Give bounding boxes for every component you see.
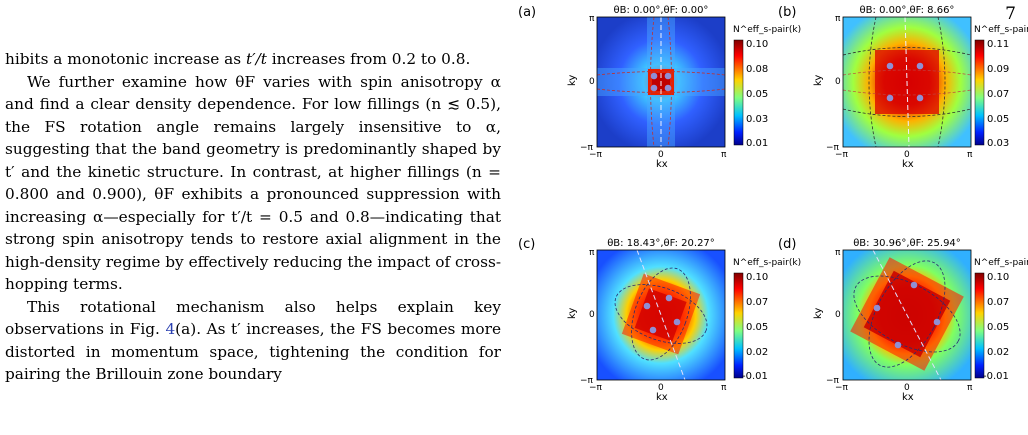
panel-d-ytick-zero: 0	[835, 310, 841, 320]
panel-d-xtick-neg-pi: −π	[835, 383, 849, 393]
panel-a-cbar-tick-2: 0.08	[746, 64, 768, 75]
p1-var: t′/t	[245, 50, 267, 68]
panel-a-cbar-tick-1: 0.10	[746, 39, 768, 50]
panel-c-cbar-tick-5: -0.01	[742, 371, 768, 382]
panel-a-cbar-label: N^eff_s-pair(k)	[733, 25, 801, 35]
panel-c-ytick-pi: π	[589, 248, 595, 258]
panel-c-heatmap	[597, 250, 725, 380]
panel-d-label: (d)	[778, 237, 796, 252]
panel-a-title: θB: 0.00°,θF: 0.00°	[614, 5, 709, 16]
panel-c-cbar-tick-3: 0.05	[746, 322, 768, 333]
panel-d-cbar-tick-5: -0.01	[983, 371, 1009, 382]
panel-d-cbar-tick-3: 0.05	[987, 322, 1009, 333]
panel-d-ytick-neg-pi: −π	[826, 376, 840, 386]
panel-b-heatmap	[843, 17, 971, 147]
panel-b-cbar-tick-1: 0.11	[987, 39, 1009, 50]
panel-d: (d) θB: 30.96°,θF: 25.94° π 0 ky −π −π 0…	[778, 237, 1028, 403]
panel-b-label: (b)	[778, 5, 796, 20]
panel-a-ytick-neg-pi: −π	[580, 143, 594, 153]
panel-a-xtick-zero: 0	[658, 150, 664, 160]
paragraph-2: We further examine how θF varies with sp…	[5, 72, 501, 294]
panel-d-xtick-zero: 0	[904, 383, 910, 393]
panel-c-title: θB: 18.43°,θF: 20.27°	[607, 238, 715, 249]
p1-end: increases from 0.2 to 0.8.	[266, 50, 471, 68]
panel-b-cbar-tick-5: 0.03	[987, 138, 1009, 149]
panel-c-xlabel: kx	[656, 392, 668, 403]
panel-c-ytick-zero: 0	[589, 310, 595, 320]
panel-b-cbar-label: N^eff_s-pair(k)	[974, 25, 1028, 35]
panel-a-ytick-zero: 0	[589, 77, 595, 87]
body-text: hibits a monotonic increase as t′/t incr…	[5, 48, 501, 386]
panel-a: (a) θB: 0.00°,θF: 0.00° π 0 ky −π −π 0 π…	[518, 5, 801, 170]
panel-d-cbar-label: N^eff_s-pair(k)	[974, 258, 1028, 268]
panel-c-cbar-tick-2: 0.07	[746, 297, 768, 308]
panel-c-xtick-zero: 0	[658, 383, 664, 393]
panel-d-cbar-tick-4: 0.02	[987, 347, 1009, 358]
panel-d-ytick-pi: π	[835, 248, 841, 258]
panel-a-xtick-neg-pi: −π	[589, 150, 603, 160]
panel-c-ylabel: ky	[567, 308, 578, 319]
page-number: 7	[1005, 4, 1016, 24]
panel-c-cbar-label: N^eff_s-pair(k)	[733, 258, 801, 268]
panel-b-cbar-tick-2: 0.09	[987, 64, 1009, 75]
panel-b-cbar-tick-4: 0.05	[987, 114, 1009, 125]
panel-a-heatmap	[597, 17, 725, 147]
panel-c: (c) θB: 18.43°,θF: 20.27° π 0 ky −π −π 0…	[518, 237, 801, 403]
panel-d-cbar-tick-1: 0.10	[987, 272, 1009, 283]
panel-b-ytick-neg-pi: −π	[826, 143, 840, 153]
panel-c-xtick-pi: π	[721, 383, 727, 393]
panel-b-title: θB: 0.00°,θF: 8.66°	[860, 5, 955, 16]
panel-b-ytick-zero: 0	[835, 77, 841, 87]
panel-b-cbar-tick-3: 0.07	[987, 89, 1009, 100]
panel-b-xlabel: kx	[902, 159, 914, 170]
panel-c-label: (c)	[518, 237, 535, 252]
panel-d-title: θB: 30.96°,θF: 25.94°	[853, 238, 961, 249]
panel-c-colorbar	[733, 272, 744, 379]
panel-a-cbar-tick-5: 0.01	[746, 138, 768, 149]
panel-b-xtick-zero: 0	[904, 150, 910, 160]
panel-d-colorbar	[974, 272, 985, 379]
panel-d-cbar-tick-2: 0.07	[987, 297, 1009, 308]
panel-a-xlabel: kx	[656, 159, 668, 170]
panel-b-xtick-neg-pi: −π	[835, 150, 849, 160]
panel-a-label: (a)	[518, 5, 536, 20]
panel-b: (b) θB: 0.00°,θF: 8.66° π 0 ky −π −π 0 π…	[778, 5, 1028, 170]
panel-a-ytick-pi: π	[589, 14, 595, 24]
panel-c-ytick-neg-pi: −π	[580, 376, 594, 386]
panel-a-ylabel: ky	[567, 75, 578, 86]
panel-b-xtick-pi: π	[967, 150, 973, 160]
p3-start: This rotational mechanism also helps exp…	[5, 297, 501, 339]
paragraph-1: hibits a monotonic increase as t′/t incr…	[5, 48, 501, 71]
p3-end: (a). As t′ increases, the FS becomes mor…	[5, 320, 502, 383]
panel-a-cbar-tick-4: 0.03	[746, 114, 768, 125]
panel-a-cbar-tick-3: 0.05	[746, 89, 768, 100]
panel-d-xtick-pi: π	[967, 383, 973, 393]
p1-start: hibits a monotonic increase as	[5, 50, 246, 68]
panel-d-xlabel: kx	[902, 392, 914, 403]
paragraph-3: This rotational mechanism also helps exp…	[5, 296, 501, 386]
panel-c-cbar-tick-1: 0.10	[746, 272, 768, 283]
panel-c-xtick-neg-pi: −π	[589, 383, 603, 393]
panel-b-ytick-pi: π	[835, 14, 841, 24]
panel-b-colorbar	[974, 39, 985, 146]
panel-a-xtick-pi: π	[721, 150, 727, 160]
panel-d-heatmap	[843, 250, 971, 380]
panel-a-colorbar	[733, 39, 744, 146]
panel-b-ylabel: ky	[813, 75, 824, 86]
panel-c-cbar-tick-4: 0.02	[746, 347, 768, 358]
figure-ref-link[interactable]: 4	[165, 320, 176, 338]
panel-d-ylabel: ky	[813, 308, 824, 319]
